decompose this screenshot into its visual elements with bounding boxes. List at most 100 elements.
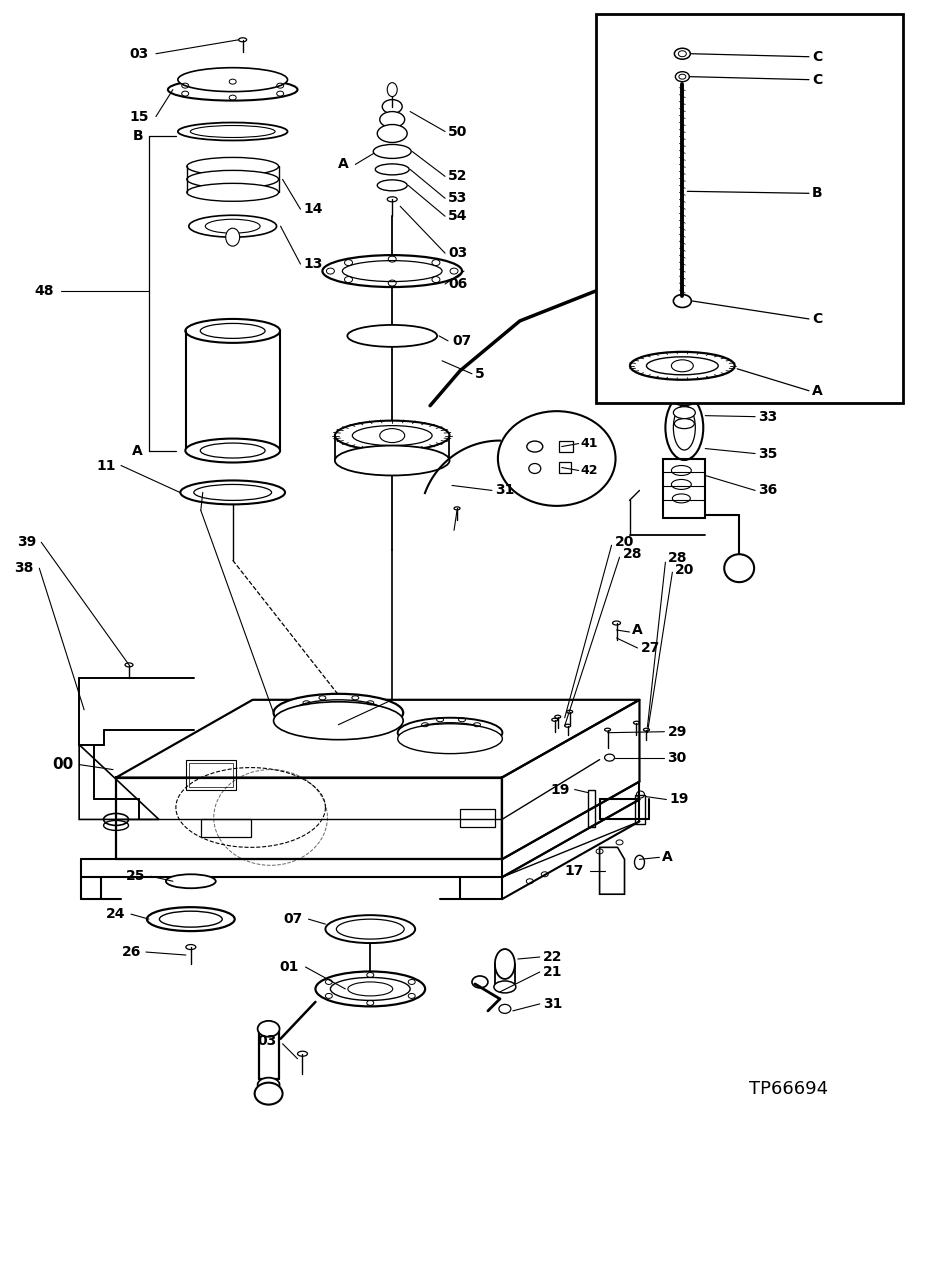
Bar	[635, 794, 645, 825]
Ellipse shape	[316, 972, 425, 1007]
Text: 42: 42	[580, 464, 598, 477]
Text: 52: 52	[447, 170, 467, 183]
Ellipse shape	[342, 261, 442, 282]
Ellipse shape	[186, 319, 279, 343]
Ellipse shape	[646, 357, 717, 374]
Ellipse shape	[671, 359, 692, 372]
Ellipse shape	[347, 325, 436, 347]
Text: 5: 5	[474, 367, 484, 381]
Text: 33: 33	[757, 410, 777, 424]
Text: 31: 31	[542, 997, 561, 1011]
Text: 03: 03	[130, 47, 148, 61]
Text: 01: 01	[278, 960, 298, 974]
Ellipse shape	[187, 157, 278, 176]
Ellipse shape	[387, 82, 397, 96]
Ellipse shape	[186, 439, 279, 463]
Ellipse shape	[494, 980, 515, 993]
Text: 25: 25	[125, 869, 145, 883]
Text: A: A	[132, 444, 143, 458]
Ellipse shape	[334, 421, 449, 450]
Text: A: A	[337, 157, 348, 171]
Text: 38: 38	[14, 562, 33, 576]
Text: 14: 14	[303, 202, 323, 216]
Bar	[186, 759, 236, 789]
Ellipse shape	[166, 874, 215, 888]
Text: 13: 13	[303, 257, 323, 271]
Ellipse shape	[674, 419, 693, 429]
Ellipse shape	[257, 1078, 279, 1092]
Text: 39: 39	[17, 535, 36, 549]
Ellipse shape	[147, 907, 235, 931]
Ellipse shape	[497, 411, 615, 506]
Text: 20: 20	[614, 535, 633, 549]
Text: 54: 54	[447, 209, 467, 223]
Ellipse shape	[334, 445, 449, 476]
Text: 27: 27	[639, 641, 659, 655]
Ellipse shape	[177, 68, 288, 91]
Bar	[558, 462, 570, 473]
Bar	[587, 789, 594, 827]
Text: C: C	[811, 72, 821, 87]
Text: A: A	[662, 850, 673, 864]
Ellipse shape	[200, 443, 264, 458]
Text: 19: 19	[669, 792, 688, 807]
Ellipse shape	[190, 125, 275, 138]
Text: 06: 06	[447, 277, 467, 291]
Ellipse shape	[257, 1021, 279, 1037]
Text: 48: 48	[34, 285, 54, 299]
Ellipse shape	[352, 425, 432, 445]
Text: B: B	[811, 186, 821, 200]
Ellipse shape	[160, 911, 222, 927]
Text: A: A	[631, 622, 641, 638]
Bar	[595, 14, 902, 402]
Text: 15: 15	[129, 110, 148, 124]
Text: 22: 22	[542, 950, 561, 964]
Text: 35: 35	[757, 447, 777, 460]
Text: 53: 53	[447, 191, 467, 205]
Text: 29: 29	[666, 725, 686, 739]
Ellipse shape	[322, 256, 461, 287]
Ellipse shape	[180, 481, 285, 505]
Ellipse shape	[673, 405, 694, 450]
Ellipse shape	[664, 395, 702, 460]
Ellipse shape	[194, 484, 271, 501]
Ellipse shape	[672, 392, 696, 406]
Ellipse shape	[397, 717, 502, 748]
Text: A: A	[811, 383, 822, 397]
Ellipse shape	[377, 124, 406, 143]
Ellipse shape	[205, 219, 260, 233]
Text: 26: 26	[122, 945, 141, 959]
Ellipse shape	[336, 920, 404, 939]
Text: 19: 19	[549, 783, 569, 797]
Ellipse shape	[200, 324, 264, 338]
Text: 28: 28	[622, 548, 641, 562]
Text: 24: 24	[106, 907, 125, 921]
Text: 11: 11	[97, 458, 116, 473]
Ellipse shape	[325, 915, 415, 944]
Text: 50: 50	[447, 124, 467, 138]
Bar	[188, 763, 232, 787]
Ellipse shape	[347, 982, 393, 996]
Bar	[200, 820, 251, 837]
Ellipse shape	[380, 429, 405, 443]
Text: 30: 30	[666, 750, 686, 764]
Text: 20: 20	[675, 563, 694, 577]
Ellipse shape	[377, 180, 406, 191]
Ellipse shape	[629, 352, 734, 380]
Ellipse shape	[273, 702, 403, 740]
Ellipse shape	[187, 171, 278, 188]
Bar	[459, 810, 495, 827]
Ellipse shape	[412, 722, 487, 743]
Ellipse shape	[187, 183, 278, 201]
Text: 03: 03	[257, 1034, 277, 1047]
Ellipse shape	[373, 144, 411, 158]
Ellipse shape	[177, 123, 288, 140]
Text: 03: 03	[447, 247, 467, 261]
Text: B: B	[132, 129, 143, 143]
Text: TP66694: TP66694	[748, 1079, 828, 1098]
Text: 17: 17	[563, 864, 583, 878]
Ellipse shape	[380, 111, 405, 128]
Bar	[663, 458, 704, 519]
Ellipse shape	[226, 228, 239, 247]
Ellipse shape	[673, 406, 694, 419]
